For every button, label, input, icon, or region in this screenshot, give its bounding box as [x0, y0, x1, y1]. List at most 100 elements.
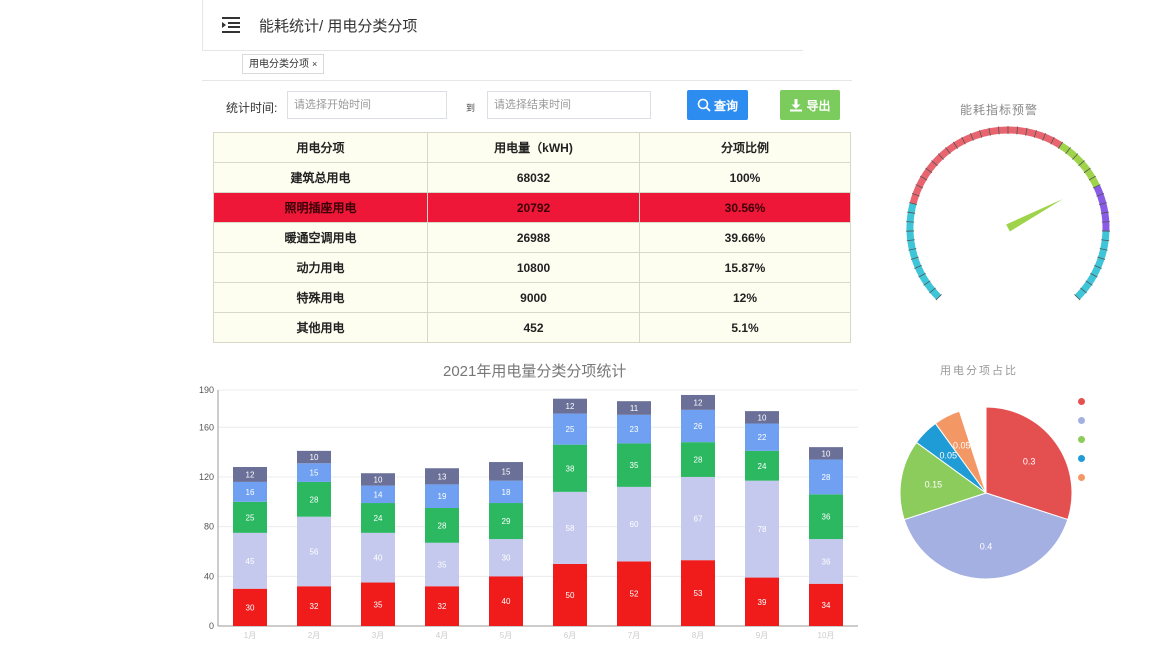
x-tick-label: 1月 [244, 631, 256, 640]
x-tick-label: 7月 [628, 631, 640, 640]
pie-slice [903, 492, 1069, 580]
pie-slice [985, 406, 1073, 521]
data-label: 16 [246, 488, 255, 497]
menu-toggle-button[interactable] [203, 0, 259, 50]
pie-chart-title: 用电分项占比 [940, 365, 1018, 377]
bar-segment [617, 414, 651, 444]
bar-chart-title: 2021年用电量分类分项统计 [443, 363, 627, 380]
page-header: 能耗统计/ 用电分类分项 [202, 0, 803, 51]
table-cell: 9000 [427, 282, 640, 313]
legend-item[interactable] [1078, 468, 1093, 487]
data-label: 24 [374, 514, 383, 523]
data-label: 58 [566, 524, 575, 533]
menu-fold-icon [222, 17, 240, 33]
table-cell: 100% [639, 162, 851, 193]
pie-label: 0.3 [1023, 457, 1036, 467]
data-label: 10 [310, 453, 319, 462]
export-label: 导出 [806, 98, 831, 113]
legend-item[interactable] [1078, 392, 1093, 411]
electricity-share-pie-chart: 0.3 0.4 0.15 0.050.05 [899, 406, 1073, 580]
data-label: 10 [374, 475, 383, 484]
bar-segment [297, 586, 331, 626]
data-label: 14 [374, 490, 383, 499]
table-cell: 12% [639, 282, 851, 313]
y-tick-label: 0 [209, 621, 214, 631]
bar-segment [553, 491, 587, 564]
bar-segment [809, 459, 843, 495]
data-label: 22 [758, 433, 767, 442]
table-cell: 其他用电 [213, 312, 428, 343]
bar-segment [425, 484, 459, 508]
table-row[interactable]: 特殊用电 9000 12% [213, 282, 851, 313]
x-tick-label: 4月 [436, 631, 448, 640]
data-label: 11 [630, 404, 639, 413]
table-row[interactable]: 动力用电 10800 15.87% [213, 252, 851, 283]
gauge-tick [910, 256, 919, 260]
data-label: 13 [438, 472, 447, 481]
gauge-tick [1074, 294, 1081, 301]
legend-item[interactable] [1078, 411, 1093, 430]
bar-segment [425, 508, 459, 543]
bar-segment [361, 503, 395, 533]
table-cell: 39.66% [639, 222, 851, 253]
export-button[interactable]: 导出 [780, 90, 840, 120]
x-tick-label: 5月 [500, 631, 512, 640]
data-label: 34 [822, 601, 831, 610]
legend-item[interactable] [1078, 430, 1093, 449]
bar-segment [681, 394, 715, 410]
data-label: 18 [502, 488, 511, 497]
gauge-tick [961, 136, 966, 145]
gauge-tick [937, 153, 944, 160]
start-date-input[interactable] [287, 91, 447, 119]
y-tick-label: 190 [199, 385, 214, 395]
table-row[interactable]: 其他用电 452 5.1% [213, 312, 851, 343]
table-cell: 建筑总用电 [213, 162, 428, 193]
table-row-highlighted[interactable]: 照明插座用电 20792 30.56% [213, 192, 851, 223]
gauge-band [909, 126, 1063, 205]
table-cell: 10800 [427, 252, 640, 283]
gauge-tick [1058, 141, 1063, 149]
gauge-tick [1090, 272, 1098, 278]
time-filter-label: 统计时间: [226, 101, 278, 115]
data-label: 29 [502, 517, 511, 526]
tab-close-icon[interactable]: × [312, 59, 318, 69]
table-cell: 20792 [427, 192, 640, 223]
legend-item[interactable] [1078, 449, 1093, 468]
data-label: 30 [502, 554, 511, 563]
tab-bar: 用电分类分项 × [202, 50, 852, 81]
x-tick-label: 6月 [564, 631, 576, 640]
gauge-band [1074, 230, 1110, 300]
data-label: 28 [822, 473, 831, 482]
gauge-tick [988, 127, 991, 136]
bar-segment [233, 501, 267, 533]
gauge-tick [920, 175, 928, 181]
bar-segment [489, 480, 523, 504]
bar-segment [233, 532, 267, 589]
data-label: 15 [502, 467, 511, 476]
data-label: 10 [758, 413, 767, 422]
tab-electric-classification[interactable]: 用电分类分项 × [242, 54, 325, 74]
data-label: 39 [758, 598, 767, 607]
gauge-tick [918, 272, 926, 278]
end-date-input[interactable] [487, 91, 651, 119]
query-button[interactable]: 查询 [687, 90, 748, 120]
data-label: 40 [374, 554, 383, 563]
bar-segment [297, 516, 331, 587]
bar-segment [297, 463, 331, 482]
bar-segment [361, 582, 395, 626]
data-label: 78 [758, 525, 767, 534]
gauge-tick [1088, 175, 1096, 181]
query-label: 查询 [713, 98, 738, 113]
gauge-tick [979, 129, 983, 138]
y-tick-label: 160 [199, 422, 214, 432]
gauge-tick [914, 264, 922, 269]
y-tick-label: 40 [204, 571, 214, 581]
data-label: 32 [310, 602, 319, 611]
table-cell: 26988 [427, 222, 640, 253]
data-label: 52 [630, 590, 639, 599]
table-row[interactable]: 暖通空调用电 26988 39.66% [213, 222, 851, 253]
data-label: 26 [694, 422, 703, 431]
bar-segment [297, 450, 331, 464]
data-label: 35 [438, 561, 447, 570]
table-row[interactable]: 建筑总用电 68032 100% [213, 162, 851, 193]
